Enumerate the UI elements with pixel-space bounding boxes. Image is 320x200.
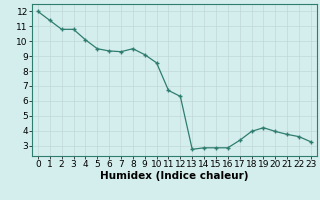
X-axis label: Humidex (Indice chaleur): Humidex (Indice chaleur) [100,171,249,181]
